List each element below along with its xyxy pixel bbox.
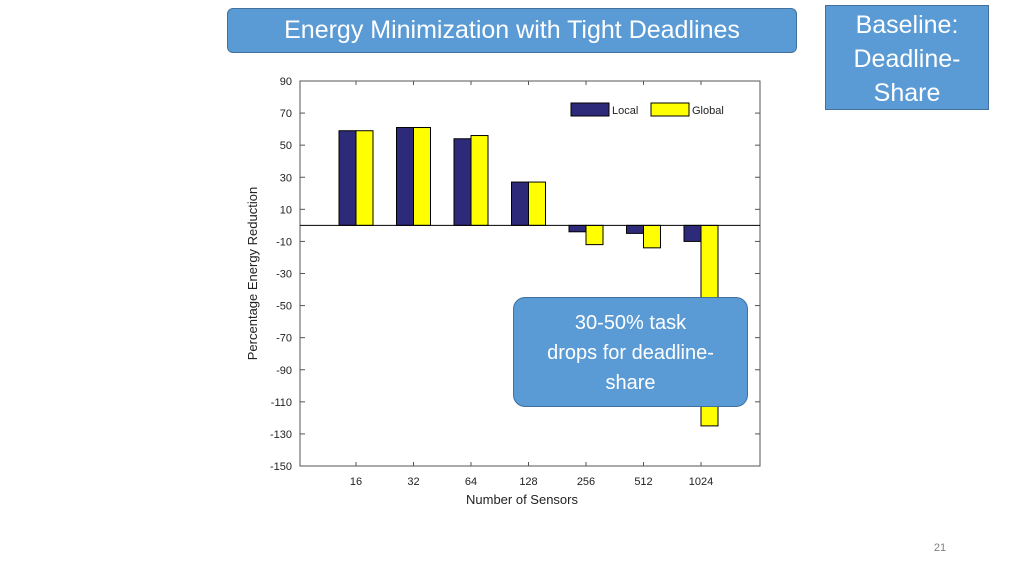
bars-group xyxy=(338,127,719,427)
x-tick-label: 32 xyxy=(407,476,419,488)
bar-local-128 xyxy=(511,181,529,226)
y-tick-label: -50 xyxy=(276,301,292,313)
axes-group: 16 32 64 128 256 512 1024 90 70 50 30 10 -10 -30 -50 -7… xyxy=(270,76,761,488)
x-axis-title: Number of Sensors xyxy=(466,492,578,507)
y-tick-label: -70 xyxy=(276,333,292,345)
y-tick-label: -90 xyxy=(276,365,292,377)
y-tick-label: -130 xyxy=(270,429,292,441)
baseline-line-1: Baseline: xyxy=(855,11,959,39)
y-tick-label: -30 xyxy=(276,269,292,281)
legend-label-local: Local xyxy=(612,105,638,117)
annotation-callout: 30-50% task drops for deadline- share xyxy=(513,297,748,407)
legend-label-global: Global xyxy=(692,105,724,117)
bar-global-32 xyxy=(413,127,431,226)
note-line-1: 30-50% task xyxy=(574,312,687,334)
bar-local-512 xyxy=(626,224,644,234)
bar-global-64 xyxy=(470,135,489,226)
bar-global-512 xyxy=(643,224,661,249)
slide-title: Energy Minimization with Tight Deadlines xyxy=(227,8,797,53)
y-tick-label: 50 xyxy=(280,140,292,152)
y-tick-label: 90 xyxy=(280,76,292,88)
y-tick-label: 30 xyxy=(280,172,292,184)
y-tick-label: 10 xyxy=(280,204,292,216)
baseline-line-3: Share xyxy=(873,79,941,107)
x-tick-label: 512 xyxy=(634,476,652,488)
x-tick-label: 16 xyxy=(350,476,362,488)
y-tick-label: -10 xyxy=(276,236,292,248)
x-tick-label: 256 xyxy=(577,476,595,488)
y-tick-label: -110 xyxy=(271,397,292,409)
page-number: 21 xyxy=(933,542,947,554)
baseline-label: Baseline: Deadline- Share xyxy=(825,5,989,110)
y-axis-title: Percentage Energy Reduction xyxy=(245,187,260,360)
bar-local-1024 xyxy=(683,224,702,242)
bar-local-256 xyxy=(568,224,587,233)
legend: Local Global xyxy=(570,102,724,117)
x-tick-label: 1024 xyxy=(689,476,713,488)
note-line-3: share xyxy=(605,372,656,394)
legend-swatch-global xyxy=(650,102,690,117)
bar-global-128 xyxy=(528,181,546,226)
bar-local-16 xyxy=(338,130,357,226)
bar-local-32 xyxy=(396,127,414,226)
bar-global-256 xyxy=(585,224,604,246)
x-tick-label: 64 xyxy=(465,476,477,488)
bar-global-16 xyxy=(355,130,374,226)
y-tick-label: 70 xyxy=(280,108,292,120)
note-line-2: drops for deadline- xyxy=(547,342,714,364)
y-tick-label: -150 xyxy=(270,461,292,473)
legend-swatch-local xyxy=(570,102,610,117)
x-tick-label: 128 xyxy=(519,476,537,488)
bar-local-64 xyxy=(453,138,472,226)
baseline-line-2: Deadline- xyxy=(853,45,961,73)
